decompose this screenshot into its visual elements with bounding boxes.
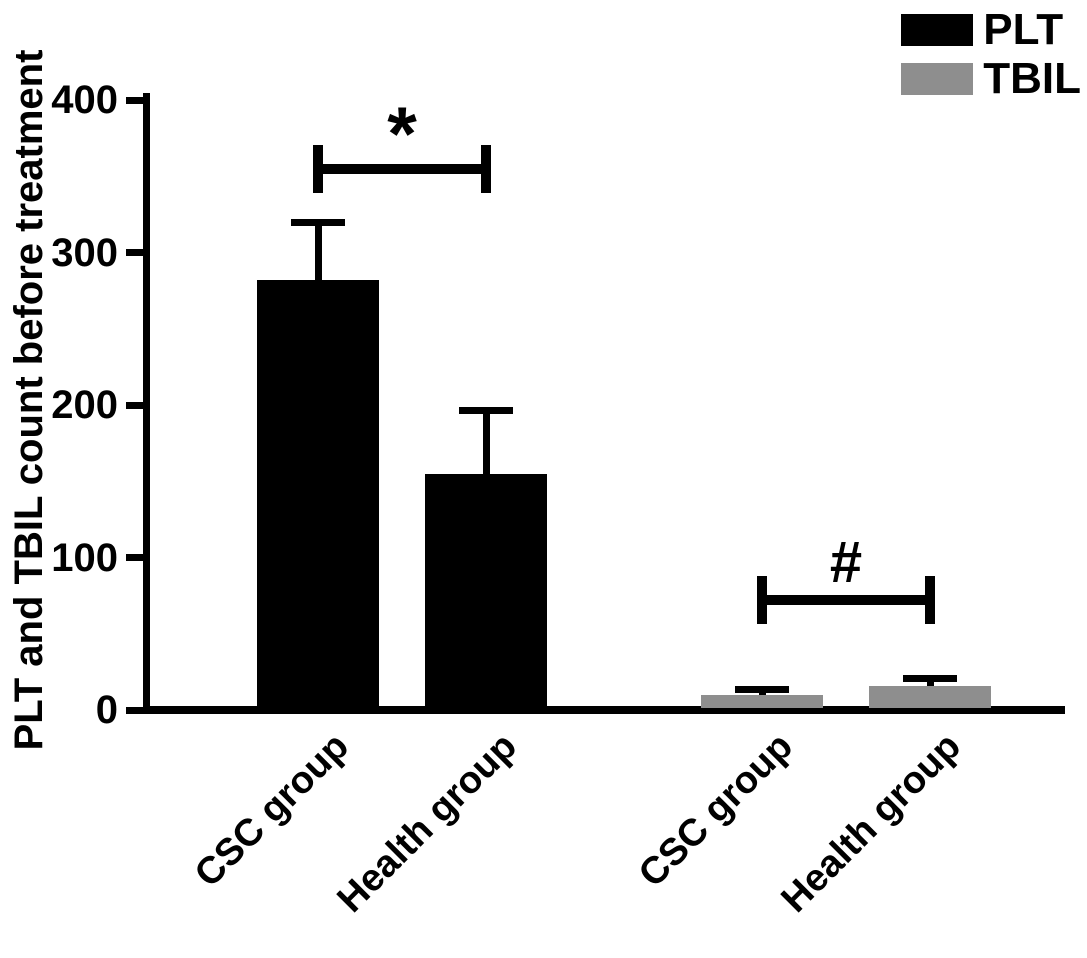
x-axis-line [143,706,1065,714]
error-bar-stem [482,409,490,474]
x-tick-label-csc-group: CSC group [186,725,357,896]
x-tick-label-health-group: Health group [773,725,969,921]
y-axis-tick [126,706,143,714]
y-axis-tick [126,401,143,409]
legend-label-plt: PLT [983,5,1064,54]
x-tick-label-csc-group: CSC group [630,725,801,896]
significance-bar-end [313,144,323,193]
legend-item-plt: PLT [901,8,1081,52]
bar-tbil-health-group [869,685,991,708]
y-axis-tick [126,249,143,256]
significance-bar-end [481,144,491,193]
error-bar-stem [314,222,322,280]
y-axis-line [143,93,150,714]
error-bar-cap [903,674,957,682]
bar-plt-csc-group [257,279,379,708]
bar-tbil-csc-group [701,694,823,708]
legend-swatch-tbil [901,63,974,95]
y-tick-label: 400 [51,78,118,122]
legend-label-tbil: TBIL [983,54,1081,103]
legend-swatch-plt [901,14,974,46]
bar-plt-health-group [425,473,547,708]
y-tick-label: 100 [51,535,118,580]
x-tick-label-health-group: Health group [329,725,525,921]
y-tick-label: 0 [95,688,118,732]
error-bar-cap [735,685,789,693]
y-tick-label: 300 [51,230,118,275]
significance-symbol: * [387,91,417,177]
legend-item-tbil: TBIL [901,57,1081,101]
significance-bar-end [925,576,935,625]
error-bar-cap [291,219,345,226]
y-axis-tick [126,554,143,561]
significance-symbol: # [829,530,863,596]
significance-bar-end [757,576,767,625]
legend: PLT TBIL [901,8,1081,101]
error-bar-cap [459,406,513,414]
significance-bar [757,595,935,606]
y-tick-label: 200 [51,383,118,427]
significance-bar [313,163,491,174]
y-axis-tick [126,96,143,104]
